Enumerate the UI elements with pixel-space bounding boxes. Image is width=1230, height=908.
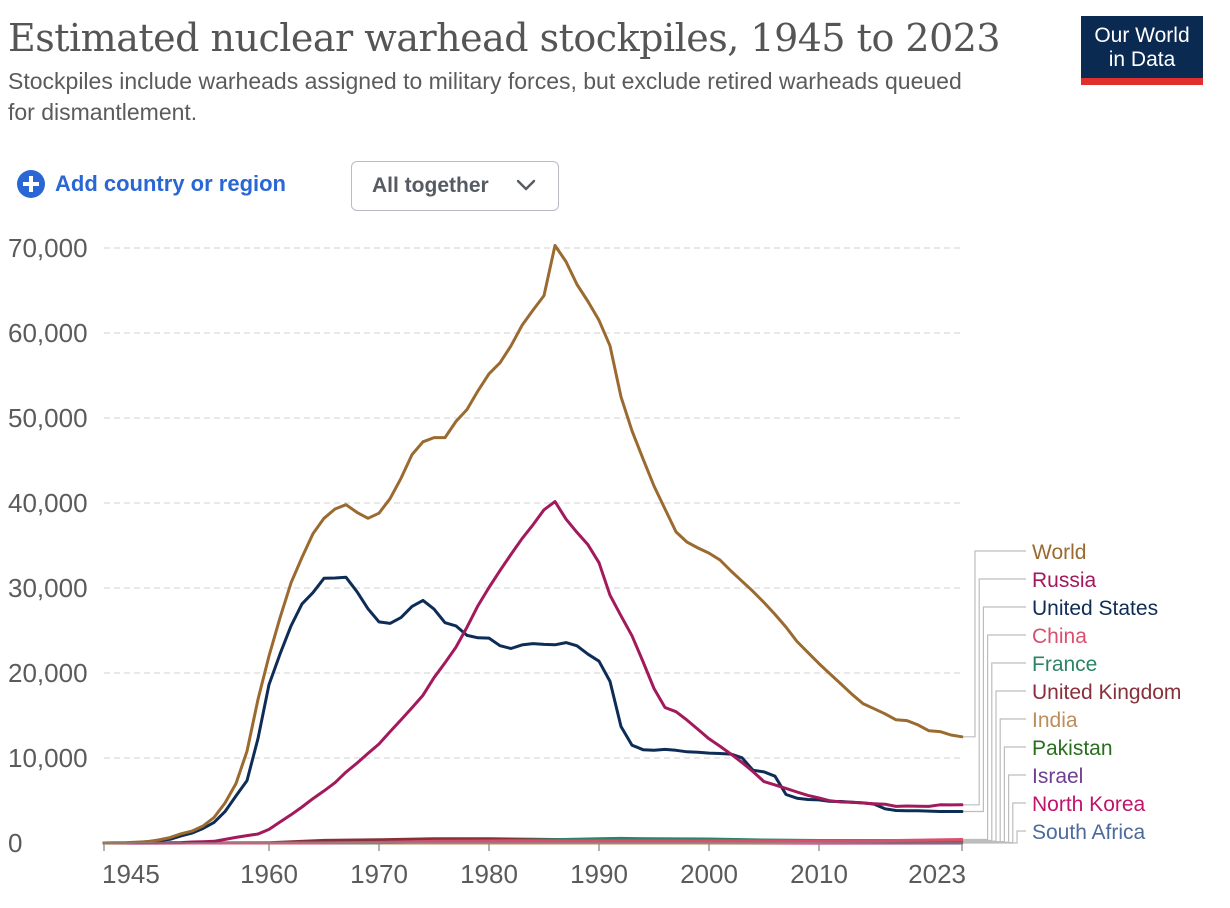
x-tick-label: 1970 (350, 859, 408, 889)
legend-label-israel: Israel (1032, 765, 1083, 788)
y-tick-label: 10,000 (8, 743, 88, 773)
y-tick-label: 40,000 (8, 488, 88, 518)
y-tick-label: 0 (8, 828, 22, 858)
owid-logo[interactable]: Our World in Data (1081, 16, 1203, 85)
facet-dropdown[interactable]: All together (351, 161, 559, 211)
legend-label-united-states: United States (1032, 597, 1158, 620)
legend-label-pakistan: Pakistan (1032, 737, 1113, 760)
legend-connector (964, 550, 1026, 738)
axes: 0 10,000 20,000 30,000 40,000 50,000 60,000 70,… (8, 233, 966, 889)
x-tick-label: 1990 (570, 859, 628, 889)
x-tick-label: 2000 (680, 859, 738, 889)
legend-connector (964, 606, 1026, 813)
legend-connector (964, 830, 1026, 844)
y-tick-label: 50,000 (8, 403, 88, 433)
legend-label-united-kingdom: United Kingdom (1032, 681, 1181, 704)
logo-line-1: Our World (1094, 24, 1190, 47)
dropdown-label: All together (372, 174, 489, 197)
y-tick-label: 30,000 (8, 573, 88, 603)
legend: World Russia United States China France Unite… (964, 541, 1181, 844)
legend-label-world: World (1032, 541, 1086, 564)
legend-label-north-korea: North Korea (1032, 793, 1146, 816)
legend-label-china: China (1032, 625, 1087, 648)
legend-connector (964, 634, 1026, 841)
series-line-russia (102, 500, 964, 845)
chart-subtitle: Stockpiles include warheads assigned to … (8, 68, 962, 125)
series-line-united-states (102, 575, 964, 845)
x-tick-label: 2010 (790, 859, 848, 889)
legend-connector (964, 746, 1026, 843)
x-tick-label: 2023 (908, 859, 966, 889)
legend-connector (964, 690, 1026, 842)
x-tick-label: 1945 (102, 859, 160, 889)
x-tick-label: 1980 (460, 859, 518, 889)
legend-label-france: France (1032, 653, 1097, 676)
legend-label-russia: Russia (1032, 569, 1097, 592)
series-lines (102, 244, 964, 845)
logo-line-2: in Data (1108, 48, 1176, 71)
x-tick-label: 1960 (240, 859, 298, 889)
legend-label-south-africa: South Africa (1032, 821, 1146, 844)
series-line-world (102, 244, 964, 845)
add-country-button[interactable]: Add country or region (17, 170, 286, 198)
y-tick-label: 60,000 (8, 318, 88, 348)
chevron-down-icon (516, 179, 536, 191)
add-country-label: Add country or region (55, 171, 286, 196)
chart-title: Estimated nuclear warhead stockpiles, 19… (8, 16, 1001, 60)
legend-connector (964, 662, 1026, 842)
legend-label-india: India (1032, 709, 1078, 732)
grid (104, 247, 962, 759)
y-tick-label: 70,000 (8, 233, 88, 263)
plus-circle-icon (17, 170, 45, 198)
legend-connector (964, 578, 1026, 806)
y-tick-label: 20,000 (8, 658, 88, 688)
